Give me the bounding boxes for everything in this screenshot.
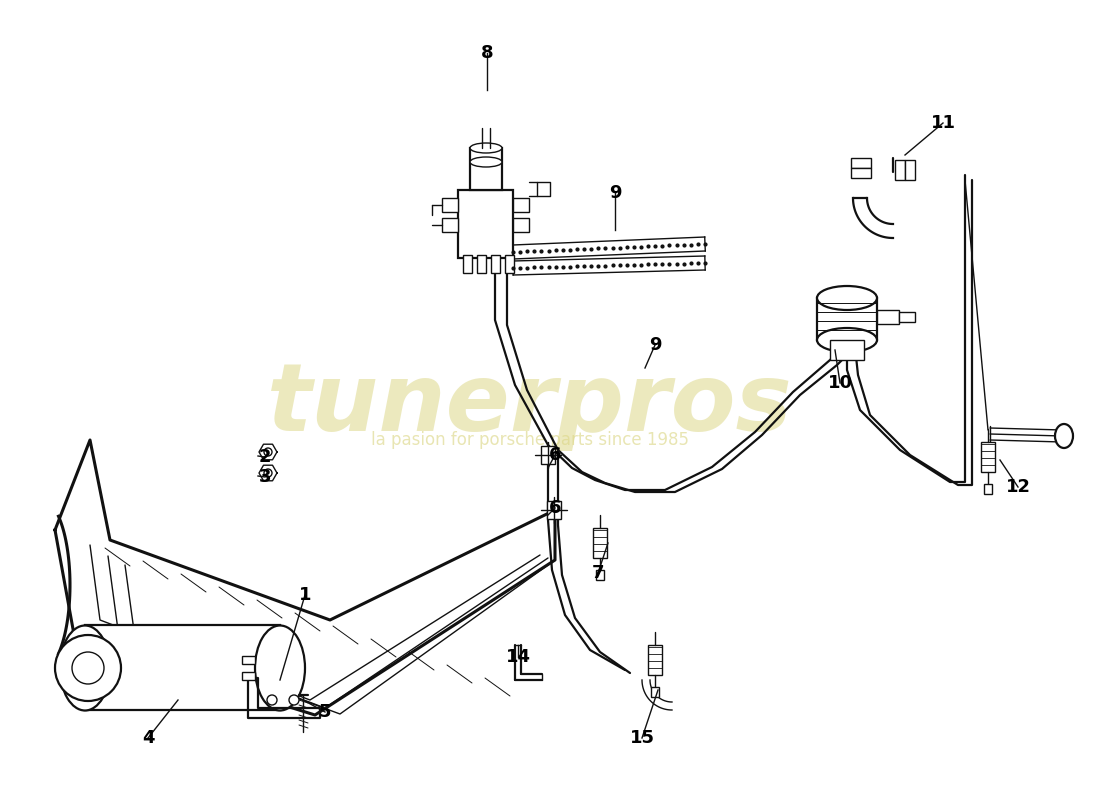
Polygon shape <box>258 444 277 460</box>
Bar <box>593 528 607 558</box>
Bar <box>242 672 255 680</box>
Text: 6: 6 <box>549 446 561 464</box>
Circle shape <box>289 695 299 705</box>
Bar <box>442 218 458 232</box>
Text: 7: 7 <box>592 564 604 582</box>
Text: 1: 1 <box>299 586 311 604</box>
Bar <box>242 656 255 664</box>
Text: tunerpros: tunerpros <box>267 359 793 451</box>
Text: 5: 5 <box>319 703 331 721</box>
Bar <box>851 158 871 168</box>
Bar <box>458 190 513 258</box>
Circle shape <box>72 652 104 684</box>
Bar <box>541 446 556 464</box>
Polygon shape <box>248 678 320 718</box>
Bar <box>513 198 529 212</box>
Text: 11: 11 <box>931 114 956 132</box>
Circle shape <box>55 635 121 701</box>
Text: la pasion for porsche parts since 1985: la pasion for porsche parts since 1985 <box>371 431 689 449</box>
Ellipse shape <box>470 143 502 153</box>
Bar <box>477 255 486 273</box>
Ellipse shape <box>255 626 305 710</box>
Bar <box>851 168 871 178</box>
Text: 12: 12 <box>1005 478 1031 496</box>
Bar <box>981 442 996 472</box>
Text: 8: 8 <box>481 44 493 62</box>
Bar <box>463 255 472 273</box>
Polygon shape <box>55 440 556 715</box>
Ellipse shape <box>60 626 110 710</box>
Bar <box>984 484 992 494</box>
Bar <box>651 687 659 697</box>
Text: 9: 9 <box>649 336 661 354</box>
Bar <box>505 255 514 273</box>
Ellipse shape <box>817 286 877 310</box>
Bar <box>899 312 915 322</box>
Bar <box>648 645 662 675</box>
Bar <box>491 255 501 273</box>
Bar <box>85 625 280 710</box>
Text: 14: 14 <box>506 648 530 666</box>
Circle shape <box>264 469 272 477</box>
Bar <box>442 198 458 212</box>
Bar <box>817 298 877 340</box>
Text: 2: 2 <box>258 448 272 466</box>
Bar <box>596 570 604 580</box>
Polygon shape <box>258 466 277 481</box>
Bar <box>895 160 905 180</box>
Bar <box>905 160 915 180</box>
Ellipse shape <box>470 157 502 167</box>
Bar <box>470 148 502 190</box>
Bar <box>547 501 561 519</box>
Text: 15: 15 <box>629 729 654 747</box>
Bar <box>513 218 529 232</box>
Ellipse shape <box>1055 424 1072 448</box>
Circle shape <box>264 448 272 456</box>
Text: 4: 4 <box>142 729 154 747</box>
Circle shape <box>267 695 277 705</box>
Ellipse shape <box>817 328 877 352</box>
Text: 3: 3 <box>258 468 272 486</box>
Bar <box>877 310 899 324</box>
Text: 9: 9 <box>608 184 622 202</box>
Bar <box>830 340 864 360</box>
Text: 6: 6 <box>549 499 561 517</box>
Text: 10: 10 <box>827 374 853 392</box>
